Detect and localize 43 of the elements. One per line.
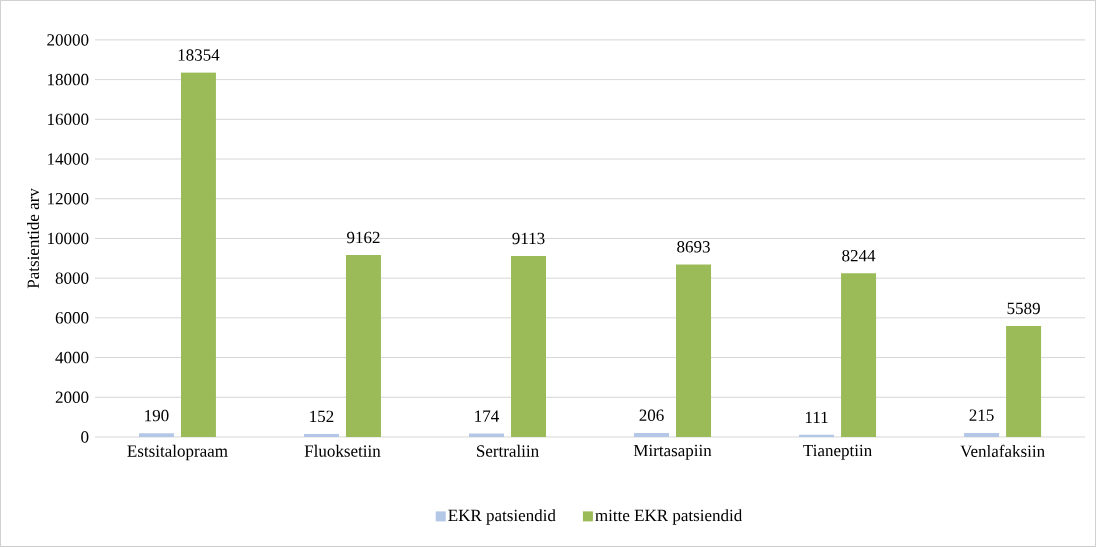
y-tick-label: 4000 bbox=[55, 351, 89, 364]
bar bbox=[634, 432, 670, 438]
y-tick-label: 2000 bbox=[55, 391, 89, 404]
bar bbox=[180, 72, 216, 438]
data-label: 206 bbox=[639, 409, 664, 422]
y-tick-label: 18000 bbox=[48, 73, 89, 86]
data-label: 9162 bbox=[347, 231, 380, 244]
bar bbox=[964, 432, 1000, 438]
x-tick-label: Fluoksetiin bbox=[304, 444, 381, 457]
bar bbox=[303, 434, 339, 438]
x-tick-label: Estsitalopraam bbox=[127, 444, 228, 461]
bar bbox=[345, 255, 381, 438]
data-label: 8244 bbox=[842, 250, 876, 262]
x-tick-label: Tianeptiin bbox=[803, 444, 872, 460]
data-label: 8693 bbox=[677, 241, 710, 253]
data-label: 18354 bbox=[178, 49, 220, 61]
bar bbox=[676, 264, 712, 438]
legend-label: EKR patsiendid bbox=[448, 509, 556, 525]
y-tick-label: 16000 bbox=[48, 113, 89, 126]
data-label: 111 bbox=[805, 411, 828, 423]
data-label: 5589 bbox=[1007, 302, 1040, 315]
data-label: 174 bbox=[475, 410, 499, 422]
x-tick-label: Mirtasapiin bbox=[633, 444, 712, 460]
bar bbox=[511, 256, 546, 438]
x-tick-label: Venlafaksiin bbox=[960, 444, 1045, 458]
y-tick-label: 8000 bbox=[55, 272, 89, 284]
data-label: 215 bbox=[969, 409, 994, 421]
data-label: 152 bbox=[310, 410, 334, 423]
y-tick-label: 12000 bbox=[48, 193, 89, 205]
bar bbox=[841, 273, 877, 438]
bar bbox=[799, 434, 835, 438]
y-axis-title: Patsientide arv bbox=[27, 188, 40, 289]
x-tick-label: Sertraliin bbox=[477, 444, 539, 457]
legend-label: mitte EKR patsiendid bbox=[595, 509, 743, 525]
y-tick-label: 6000 bbox=[55, 312, 89, 324]
bar bbox=[138, 433, 174, 438]
y-tick-label: 10000 bbox=[48, 232, 89, 245]
y-tick-label: 0 bbox=[81, 431, 89, 443]
bar bbox=[1006, 326, 1042, 438]
data-label: 9113 bbox=[512, 232, 545, 245]
y-tick-label: 20000 bbox=[47, 34, 89, 46]
data-label: 190 bbox=[145, 409, 169, 422]
y-tick-label: 14000 bbox=[48, 153, 89, 165]
